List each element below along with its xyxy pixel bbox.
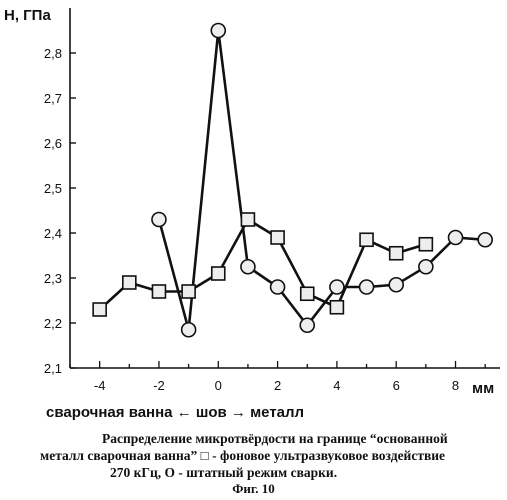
data-point-square [271, 231, 284, 244]
y-tick-label: 2,6 [44, 136, 62, 151]
data-point-circle [300, 318, 314, 332]
data-point-square [330, 301, 343, 314]
data-point-square [301, 287, 314, 300]
x-axis-label: сварочная ванна ← шов → металл [46, 404, 304, 421]
y-tick-label: 2,2 [44, 316, 62, 331]
caption-line-3: 270 кГц, О - штатный режим сварки. [0, 464, 507, 481]
x-tick-label: 0 [215, 378, 222, 393]
data-point-circle [152, 213, 166, 227]
x-tick-label: 6 [393, 378, 400, 393]
caption-line-1: Распределение микротвёрдости на границе … [0, 430, 507, 447]
data-point-square [123, 276, 136, 289]
y-tick-label: 2,1 [44, 361, 62, 376]
x-tick-label: -4 [94, 378, 106, 393]
caption-line-2: металл сварочная ванна” □ - фоновое ульт… [0, 447, 507, 464]
chart: 2,1 2,2 2,3 2,4 2,5 2,6 2,7 2,8 -4 -2 0 2 4 6 8 H, ГПа… [0, 0, 507, 425]
data-point-circle [241, 260, 255, 274]
x-tick-label: 8 [452, 378, 459, 393]
data-point-circle [182, 323, 196, 337]
figure-caption: Распределение микротвёрдости на границе … [0, 430, 507, 481]
data-point-circle [419, 260, 433, 274]
data-point-circle [478, 233, 492, 247]
y-tick-label: 2,3 [44, 271, 62, 286]
x-axis-unit: мм [472, 380, 494, 397]
data-point-circle [389, 278, 403, 292]
x-tick-label: -2 [153, 378, 165, 393]
data-point-square [360, 233, 373, 246]
series-markers [93, 24, 492, 337]
y-tick-label: 2,4 [44, 226, 62, 241]
y-tick-label: 2,8 [44, 46, 62, 61]
y-tick-label: 2,7 [44, 91, 62, 106]
data-point-square [93, 303, 106, 316]
data-point-square [152, 285, 165, 298]
data-point-circle [360, 280, 374, 294]
data-point-square [419, 238, 432, 251]
axes: 2,1 2,2 2,3 2,4 2,5 2,6 2,7 2,8 -4 -2 0 2 4 6 8 [44, 8, 500, 393]
data-point-square [182, 285, 195, 298]
series-line-square [100, 220, 426, 310]
data-point-circle [271, 280, 285, 294]
x-tick-label: 4 [333, 378, 340, 393]
y-axis-label: H, ГПа [4, 7, 51, 24]
data-point-square [390, 247, 403, 260]
series-line-circle [159, 31, 485, 330]
data-point-square [241, 213, 254, 226]
data-point-circle [449, 231, 463, 245]
figure-label: Фиг. 10 [0, 481, 507, 497]
data-point-circle [330, 280, 344, 294]
data-point-circle [211, 24, 225, 38]
x-tick-label: 2 [274, 378, 281, 393]
data-point-square [212, 267, 225, 280]
y-tick-label: 2,5 [44, 181, 62, 196]
